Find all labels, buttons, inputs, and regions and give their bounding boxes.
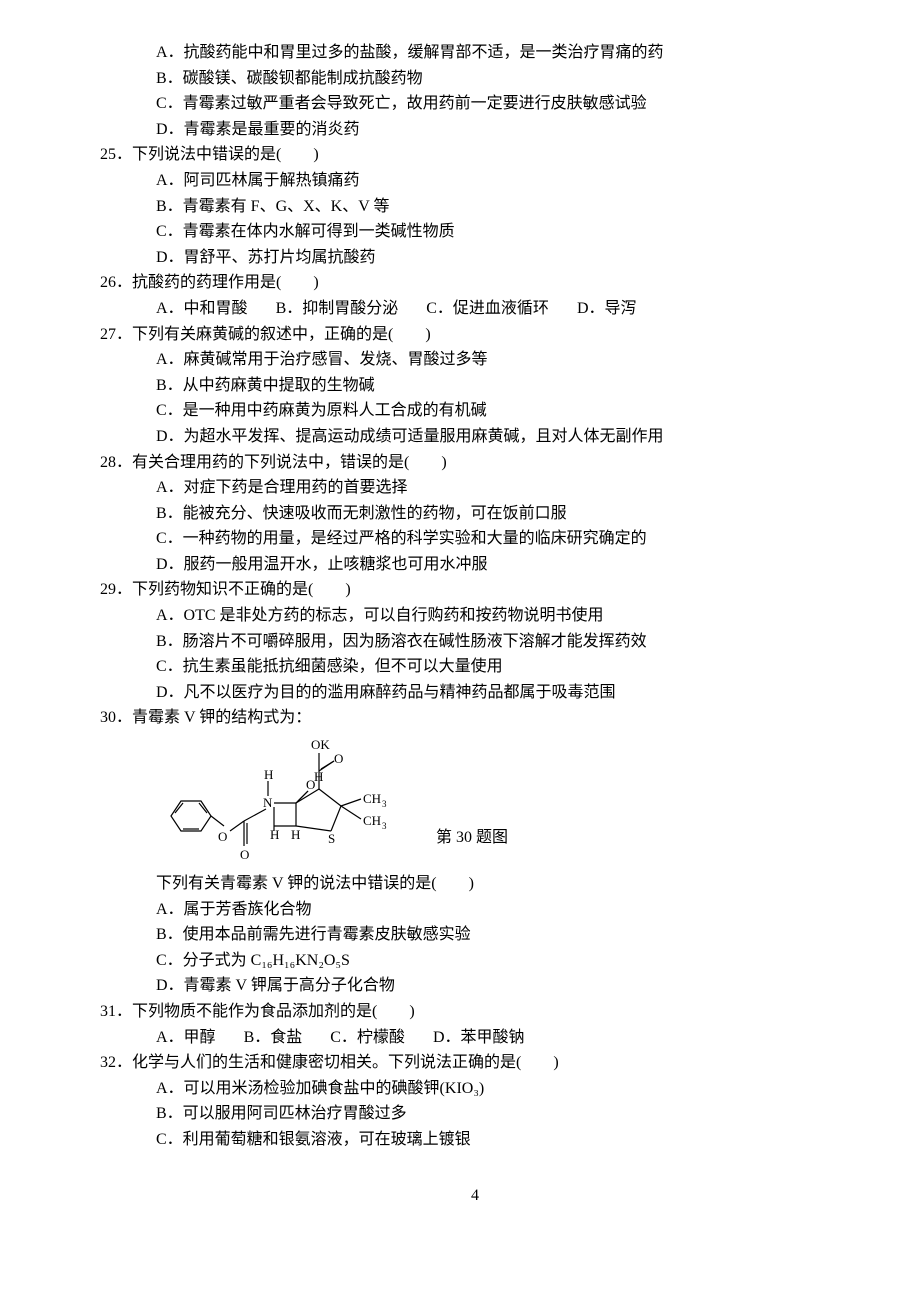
svg-text:3: 3 [382, 799, 387, 809]
q30-opt-b: B．使用本品前需先进行青霉素皮肤敏感实验 [100, 922, 850, 948]
q27-opt-d: D．为超水平发挥、提高运动成绩可适量服用麻黄碱，且对人体无副作用 [100, 424, 850, 450]
q26-opt-d: D．导泻 [577, 296, 637, 322]
q32-opt-c: C．利用葡萄糖和银氨溶液，可在玻璃上镀银 [100, 1127, 850, 1153]
q25-opt-a: A．阿司匹林属于解热镇痛药 [100, 168, 850, 194]
q28-opt-c: C．一种药物的用量，是经过严格的科学实验和大量的临床研究确定的 [100, 526, 850, 552]
svg-text:CH: CH [363, 791, 381, 806]
q29-opt-d: D．凡不以医疗为目的的滥用麻醉药品与精神药品都属于吸毒范围 [100, 680, 850, 706]
q30-sub: 下列有关青霉素 V 钾的说法中错误的是( ) [100, 871, 850, 897]
svg-text:3: 3 [382, 821, 387, 831]
q25-stem: 25．下列说法中错误的是( ) [100, 142, 850, 168]
q28-opt-b: B．能被充分、快速吸收而无刺激性的药物，可在饭前口服 [100, 501, 850, 527]
svg-text:S: S [328, 831, 335, 846]
q30-figure-caption: 第 30 题图 [436, 825, 508, 871]
q31-opt-a: A．甲醇 [156, 1025, 216, 1051]
q30-opt-a: A．属于芳香族化合物 [100, 897, 850, 923]
q28-opt-a: A．对症下药是合理用药的首要选择 [100, 475, 850, 501]
q30-opt-c: C．分子式为 C₁₆H₁₆KN₂O₅S [100, 948, 850, 974]
q31-stem: 31．下列物质不能作为食品添加剂的是( ) [100, 999, 850, 1025]
q24-opt-d: D．青霉素是最重要的消炎药 [100, 117, 850, 143]
q31-opt-b: B．食盐 [244, 1025, 303, 1051]
svg-text:H: H [264, 767, 273, 782]
q30-figure-row: O O N H O H [100, 731, 850, 871]
svg-text:N: N [263, 795, 273, 810]
q32-opt-a: A．可以用米汤检验加碘食盐中的碘酸钾(KIO₃) [100, 1076, 850, 1102]
q27-opt-a: A．麻黄碱常用于治疗感冒、发烧、胃酸过多等 [100, 347, 850, 373]
q32-stem: 32．化学与人们的生活和健康密切相关。下列说法正确的是( ) [100, 1050, 850, 1076]
q26-opt-b: B．抑制胃酸分泌 [276, 296, 399, 322]
q24-opt-c: C．青霉素过敏严重者会导致死亡，故用药前一定要进行皮肤敏感试验 [100, 91, 850, 117]
q30-structure-svg: O O N H O H [156, 731, 416, 871]
q32-opt-b: B．可以服用阿司匹林治疗胃酸过多 [100, 1101, 850, 1127]
q26-opt-c: C．促进血液循环 [426, 296, 549, 322]
q27-opt-b: B．从中药麻黄中提取的生物碱 [100, 373, 850, 399]
q30-stem: 30．青霉素 V 钾的结构式为： [100, 705, 850, 731]
q29-stem: 29．下列药物知识不正确的是( ) [100, 577, 850, 603]
svg-text:OK: OK [311, 737, 330, 752]
q29-opt-a: A．OTC 是非处方药的标志，可以自行购药和按药物说明书使用 [100, 603, 850, 629]
q30-opt-d: D．青霉素 V 钾属于高分子化合物 [100, 973, 850, 999]
q31-options: A．甲醇 B．食盐 C．柠檬酸 D．苯甲酸钠 [100, 1025, 850, 1051]
q26-options: A．中和胃酸 B．抑制胃酸分泌 C．促进血液循环 D．导泻 [100, 296, 850, 322]
q28-opt-d: D．服药一般用温开水，止咳糖浆也可用水冲服 [100, 552, 850, 578]
page-number: 4 [100, 1183, 850, 1209]
svg-text:H: H [270, 827, 279, 842]
svg-text:O: O [218, 829, 227, 844]
q27-opt-c: C．是一种用中药麻黄为原料人工合成的有机碱 [100, 398, 850, 424]
q24-opt-b: B．碳酸镁、碳酸钡都能制成抗酸药物 [100, 66, 850, 92]
q24-opt-a: A．抗酸药能中和胃里过多的盐酸，缓解胃部不适，是一类治疗胃痛的药 [100, 40, 850, 66]
svg-text:O: O [334, 751, 343, 766]
svg-text:CH: CH [363, 813, 381, 828]
q25-opt-d: D．胃舒平、苏打片均属抗酸药 [100, 245, 850, 271]
q26-opt-a: A．中和胃酸 [156, 296, 248, 322]
q31-opt-d: D．苯甲酸钠 [433, 1025, 525, 1051]
q29-opt-b: B．肠溶片不可嚼碎服用，因为肠溶衣在碱性肠液下溶解才能发挥药效 [100, 629, 850, 655]
svg-text:O: O [240, 847, 249, 862]
q26-stem: 26．抗酸药的药理作用是( ) [100, 270, 850, 296]
q28-stem: 28．有关合理用药的下列说法中，错误的是( ) [100, 450, 850, 476]
q27-stem: 27．下列有关麻黄碱的叙述中，正确的是( ) [100, 322, 850, 348]
q25-opt-c: C．青霉素在体内水解可得到一类碱性物质 [100, 219, 850, 245]
q29-opt-c: C．抗生素虽能抵抗细菌感染，但不可以大量使用 [100, 654, 850, 680]
q25-opt-b: B．青霉素有 F、G、X、K、V 等 [100, 194, 850, 220]
svg-text:H: H [291, 827, 300, 842]
q31-opt-c: C．柠檬酸 [330, 1025, 405, 1051]
